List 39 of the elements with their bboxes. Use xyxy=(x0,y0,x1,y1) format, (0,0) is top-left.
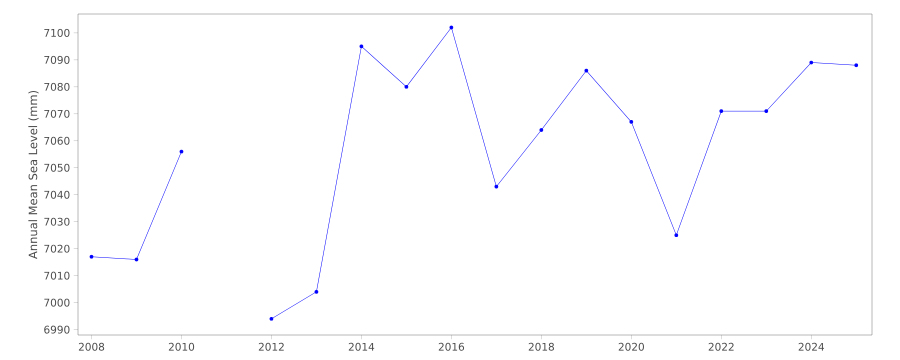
y-axis-title: Annual Mean Sea Level (mm) xyxy=(28,90,39,259)
x-tick-label: 2010 xyxy=(168,342,194,351)
y-tick-label: 7100 xyxy=(44,28,70,37)
x-tick-label: 2016 xyxy=(438,342,464,351)
point xyxy=(719,109,724,113)
point xyxy=(270,316,274,321)
y-tick-label: 7080 xyxy=(44,82,70,91)
point xyxy=(180,150,184,154)
point xyxy=(540,128,544,132)
y-tick-label: 7030 xyxy=(44,218,70,226)
y-tick-label: 7020 xyxy=(44,244,70,253)
point xyxy=(90,254,94,259)
x-tick-label: 2020 xyxy=(618,342,644,351)
x-tick-label: 2008 xyxy=(78,342,104,351)
point xyxy=(134,258,138,262)
point xyxy=(809,60,814,64)
y-tick-label: 7000 xyxy=(44,298,70,307)
point xyxy=(584,68,588,72)
point xyxy=(854,63,858,68)
point xyxy=(360,44,364,48)
y-tick-label: 7090 xyxy=(44,56,70,64)
point xyxy=(764,109,768,113)
y-tick-label: 7040 xyxy=(44,190,70,199)
point xyxy=(450,26,454,30)
point xyxy=(404,84,408,89)
point xyxy=(314,290,318,294)
y-tick-label: 7070 xyxy=(44,110,70,118)
y-tick-label: 6990 xyxy=(44,326,70,334)
x-tick-label: 2022 xyxy=(708,342,734,351)
x-tick-label: 2012 xyxy=(258,342,284,351)
point xyxy=(494,184,498,188)
point xyxy=(674,233,678,238)
x-tick-label: 2024 xyxy=(798,342,824,351)
x-tick-label: 2014 xyxy=(348,342,374,351)
x-tick-label: 2018 xyxy=(528,342,554,351)
y-tick-label: 7010 xyxy=(44,272,70,280)
y-tick-label: 7060 xyxy=(44,136,70,145)
y-tick-label: 7050 xyxy=(44,164,70,172)
point xyxy=(629,120,634,124)
